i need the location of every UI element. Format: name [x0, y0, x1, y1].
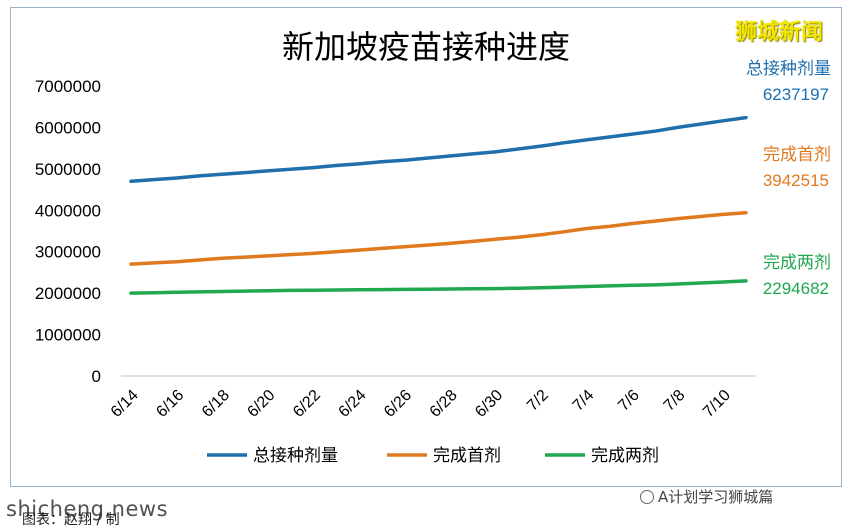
x-tick-label: 6/16: [153, 387, 187, 421]
wechat-account-name: A计划学习狮城篇: [658, 488, 774, 506]
y-tick-label: 2000000: [35, 284, 101, 303]
x-tick-label: 6/26: [381, 387, 415, 421]
y-tick-label: 7000000: [35, 77, 101, 96]
x-tick-label: 6/14: [108, 387, 142, 421]
series-end-value: 2294682: [763, 279, 829, 298]
legend-label: 完成两剂: [591, 446, 659, 466]
x-tick-label: 7/4: [570, 387, 598, 415]
legend-label: 完成首剂: [433, 446, 501, 466]
series-line: [129, 210, 748, 266]
chart-caption: 图表：赵翔 / 制: [22, 512, 120, 528]
brand-logo: 狮城新闻: [735, 20, 824, 45]
y-tick-label: 6000000: [35, 118, 101, 137]
x-tick-label: 7/2: [524, 387, 552, 415]
y-tick-label: 1000000: [35, 326, 101, 345]
wechat-icon: [640, 490, 654, 504]
line-chart: 新加坡疫苗接种进度 0 1000000 2000000 3000000 4000000 50…: [35, 28, 831, 466]
x-tick-label: 7/8: [661, 387, 689, 415]
chart-title: 新加坡疫苗接种进度: [282, 28, 570, 66]
y-tick-label: 4000000: [35, 201, 101, 220]
x-tick-label: 6/30: [472, 387, 506, 421]
y-tick-label: 0: [92, 367, 101, 386]
series-line: [129, 279, 748, 295]
series-end-label: 完成首剂: [763, 145, 831, 165]
x-tick-label: 7/10: [700, 387, 734, 421]
x-tick-label: 6/28: [427, 387, 461, 421]
series-line: [129, 115, 748, 184]
series-end-label: 总接种剂量: [746, 59, 831, 79]
x-tick-label: 6/18: [199, 387, 233, 421]
x-tick-label: 6/24: [336, 387, 370, 421]
y-tick-label: 5000000: [35, 160, 101, 179]
wechat-watermark: A计划学习狮城篇: [640, 486, 773, 507]
series-end-value: 3942515: [763, 171, 829, 190]
legend-label: 总接种剂量: [253, 446, 338, 466]
x-tick-label: 7/6: [615, 387, 643, 415]
chart-frame: 新加坡疫苗接种进度 0 1000000 2000000 3000000 4000000 50…: [10, 7, 842, 487]
y-tick-label: 3000000: [35, 243, 101, 262]
series-end-label: 完成两剂: [763, 253, 831, 273]
x-tick-label: 6/20: [244, 387, 278, 421]
site-watermark: shicheng.news: [6, 497, 169, 521]
series-end-value: 6237197: [763, 85, 829, 104]
x-tick-label: 6/22: [290, 387, 324, 421]
